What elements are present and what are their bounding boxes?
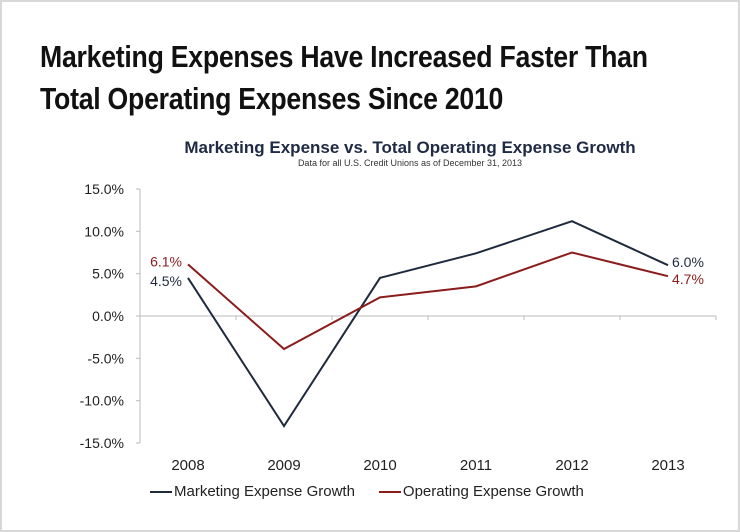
chart-subtitle: Data for all U.S. Credit Unions as of De… bbox=[297, 158, 523, 168]
y-tick-label: 15.0% bbox=[84, 181, 124, 197]
chart-title: Marketing Expense vs. Total Operating Ex… bbox=[184, 138, 636, 157]
page-title-line-1: Marketing Expenses Have Increased Faster… bbox=[40, 39, 648, 74]
x-tick-label: 2011 bbox=[460, 457, 492, 474]
x-tick-label: 2010 bbox=[363, 457, 396, 474]
data-label-first: 6.1% bbox=[150, 253, 182, 269]
legend: Marketing Expense Growth Operating Expen… bbox=[150, 483, 584, 500]
x-tick-label: 2013 bbox=[651, 457, 684, 474]
page-title-line-2: Total Operating Expenses Since 2010 bbox=[40, 81, 504, 116]
x-tick-label: 2008 bbox=[171, 457, 204, 474]
series-line-marketing bbox=[187, 220, 669, 428]
y-tick-label: 10.0% bbox=[84, 223, 124, 239]
legend-swatch-operating bbox=[378, 490, 401, 493]
y-tick-label: -15.0% bbox=[80, 435, 124, 451]
data-label-first: 4.5% bbox=[150, 273, 182, 289]
legend-label-operating: Operating Expense Growth bbox=[402, 483, 584, 500]
data-label-last: 4.7% bbox=[672, 271, 704, 287]
y-tick-label: 5.0% bbox=[92, 266, 124, 282]
legend-item-marketing: Marketing Expense Growth bbox=[150, 483, 355, 500]
x-tick-label: 2009 bbox=[267, 457, 300, 474]
y-tick-label: -10.0% bbox=[80, 393, 124, 409]
y-tick-label: 0.0% bbox=[92, 308, 124, 324]
legend-label-marketing: Marketing Expense Growth bbox=[174, 483, 355, 500]
data-label-last: 6.0% bbox=[672, 254, 704, 270]
x-tick-label: 2012 bbox=[555, 457, 588, 474]
y-tick-label: -5.0% bbox=[87, 350, 124, 366]
page-title: Marketing Expenses Have Increased Faster… bbox=[40, 36, 648, 120]
legend-item-operating: Operating Expense Growth bbox=[378, 483, 584, 500]
legend-swatch-marketing bbox=[150, 490, 172, 493]
series-line-operating bbox=[187, 251, 669, 351]
